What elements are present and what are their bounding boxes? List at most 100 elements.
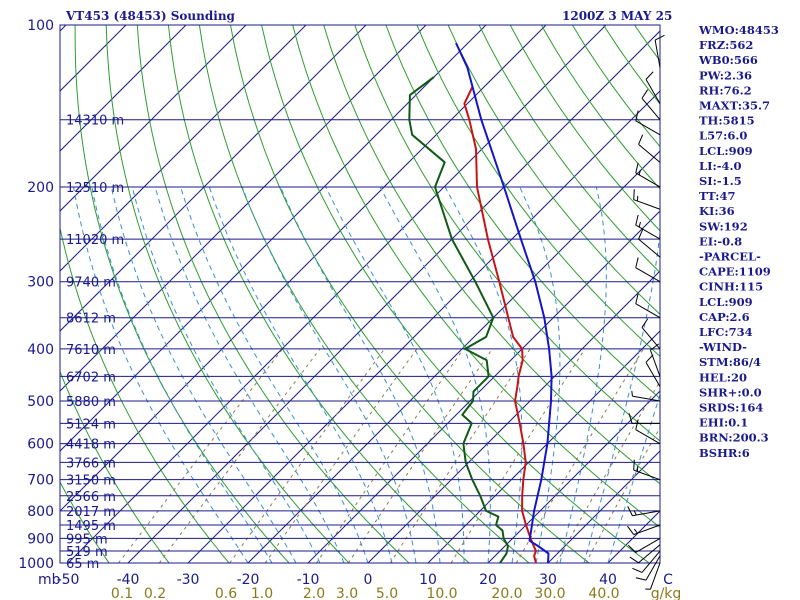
stability-index-text: SW:192 — [699, 219, 748, 233]
mixing-ratio-label: 0.1 — [111, 586, 133, 600]
stability-index-text: BSHR:6 — [699, 446, 750, 460]
stability-index-text: EHI:0.1 — [699, 416, 748, 430]
mixing-ratio-label: 10.0 — [426, 586, 457, 600]
stability-index-text: SRDS:164 — [699, 401, 763, 415]
height-label: 9740 m — [66, 276, 116, 291]
wind-barb — [632, 550, 661, 573]
mixing-ratio-label: 0.2 — [144, 586, 166, 600]
wind-barb — [638, 229, 661, 258]
temperature-tick-label: 30 — [539, 572, 557, 588]
stability-index-text: TT:47 — [699, 189, 736, 203]
stability-index-text: LCL:909 — [699, 144, 753, 158]
mixing-ratio-label: 1.0 — [251, 586, 273, 600]
wind-barb — [649, 343, 661, 377]
mixing-ratio-line — [229, 348, 385, 563]
wind-barb — [635, 555, 661, 581]
height-label: 7610 m — [66, 343, 116, 358]
stability-index-text: SI:-1.5 — [699, 174, 742, 188]
wind-barb — [645, 354, 661, 387]
height-label: 8612 m — [66, 312, 116, 327]
chart-title: VT453 (48453) Sounding — [65, 9, 236, 23]
stability-index-text: -WIND- — [699, 340, 747, 354]
mixing-ratio-label: 20.0 — [491, 586, 522, 600]
isotherm-line — [60, 25, 187, 152]
height-label: 6702 m — [66, 370, 116, 385]
moist-adiabat-line — [583, 228, 660, 563]
stability-index-text: MAXT:35.7 — [699, 99, 770, 113]
pressure-tick-label: 700 — [27, 473, 54, 489]
mixing-ratio-line — [585, 426, 660, 563]
height-label: 2017 m — [66, 505, 116, 520]
stability-index-text: LI:-4.0 — [699, 159, 742, 173]
temperature-tick-label: 0 — [364, 572, 373, 588]
wind-barb — [627, 524, 661, 536]
stability-index-text: TH:5815 — [699, 114, 755, 128]
mixing-ratio-label: 5.0 — [376, 586, 398, 600]
wind-barb — [627, 537, 661, 553]
temperature-tick-label: C — [663, 572, 673, 588]
dry-adiabat-line — [198, 25, 530, 563]
temperature-tick-label: -40 — [117, 572, 140, 588]
dry-adiabat-line — [292, 25, 660, 528]
wind-barb — [654, 34, 665, 68]
stability-index-text: CAP:2.6 — [699, 310, 750, 324]
stability-index-text: CINH:115 — [699, 280, 763, 294]
height-label: 65 m — [66, 557, 99, 572]
mixing-ratio-line — [118, 348, 284, 563]
pressure-unit-label: mb — [38, 572, 61, 588]
stability-index-text: WMO:48453 — [698, 23, 779, 37]
stability-index-text: L57:6.0 — [699, 129, 747, 143]
pressure-tick-label: 600 — [27, 437, 54, 453]
stability-index-text: SHR+:0.0 — [699, 385, 762, 399]
wind-barb — [629, 544, 661, 564]
isotherm-line — [427, 330, 660, 563]
pressure-tick-label: 300 — [27, 275, 54, 291]
isotherm-line — [0, 25, 6, 563]
dewpoint-profile-line — [408, 76, 509, 563]
wind-barb — [627, 506, 661, 517]
wind-barb — [631, 390, 661, 402]
wind-barb — [635, 110, 661, 136]
moist-adiabat-line — [91, 186, 273, 563]
temperature-tick-label: -30 — [177, 572, 200, 588]
pressure-tick-label: 500 — [27, 394, 54, 410]
stability-index-text: FRZ:562 — [699, 38, 753, 52]
dry-adiabat-line — [105, 25, 350, 563]
mixing-ratio-label: 30.0 — [534, 586, 565, 600]
wind-barb — [641, 89, 661, 121]
mixing-ratio-line — [555, 380, 660, 563]
height-label: 3766 m — [66, 456, 116, 471]
height-label: 4418 m — [66, 438, 116, 453]
isotherm-line — [487, 390, 660, 563]
pressure-tick-label: 800 — [27, 504, 54, 520]
wind-barb — [635, 162, 661, 188]
pressure-tick-label: 400 — [27, 342, 54, 358]
isotherm-line — [60, 25, 487, 452]
isotherm-line — [307, 210, 660, 563]
isotherm-line — [60, 25, 427, 392]
stability-index-text: HEL:20 — [699, 370, 747, 384]
chart-time: 1200Z 3 MAY 25 — [562, 9, 672, 23]
wind-barb — [635, 293, 661, 319]
mixing-ratio-label: 0.6 — [215, 586, 237, 600]
stability-index-text: CAPE:1109 — [699, 265, 771, 279]
wind-barb — [633, 189, 661, 210]
stability-index-text: BRN:200.3 — [699, 431, 769, 445]
height-label: 5880 m — [66, 395, 116, 410]
stability-index-text: WB0:566 — [698, 53, 758, 67]
stability-index-text: KI:36 — [699, 204, 735, 218]
wind-barb — [633, 459, 661, 481]
isotherm-line — [60, 25, 367, 332]
wind-barbs — [627, 34, 665, 590]
moist-adiabat-line — [73, 186, 249, 563]
mixing-ratio-label: 2.0 — [303, 586, 325, 600]
dry-adiabat-line — [136, 25, 410, 563]
temperature-tick-label: 10 — [419, 572, 437, 588]
wind-barb — [641, 318, 661, 350]
sounding-profiles — [408, 42, 553, 563]
temperature-tick-label: -50 — [57, 572, 80, 588]
wind-barb — [638, 134, 661, 163]
